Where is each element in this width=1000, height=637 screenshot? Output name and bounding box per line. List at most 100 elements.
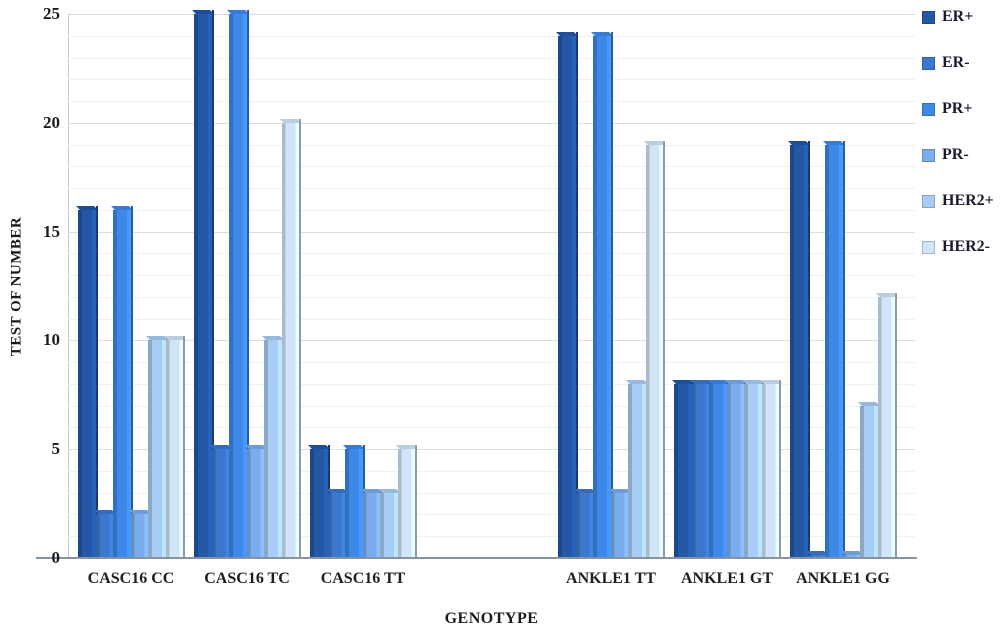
- bar-side-face: [779, 379, 781, 558]
- legend-swatch-icon: [922, 240, 935, 254]
- bar-top-face: [244, 445, 266, 450]
- minor-gridline: [68, 101, 915, 103]
- bar-HER2+-CASC16-TC: [262, 336, 284, 558]
- bar-side-face: [246, 10, 249, 558]
- minor-gridline: [68, 383, 915, 385]
- bar-top-face: [111, 205, 133, 210]
- bar-PR+-CASC16-TC: [227, 10, 249, 558]
- y-tick-label: 25: [43, 4, 60, 23]
- major-gridline: [68, 14, 915, 15]
- bar-ER--ANKLE1-GT: [689, 379, 711, 558]
- bar-PR--CASC16-CC: [128, 510, 150, 558]
- bar-HER2--CASC16-CC: [163, 336, 185, 558]
- plot-area: [68, 10, 915, 558]
- bar-ER--CASC16-TC: [209, 445, 231, 558]
- bar-ER--CASC16-CC: [93, 510, 115, 558]
- minor-gridline: [68, 318, 915, 320]
- bar-side-face: [415, 445, 417, 558]
- y-tick-label: 20: [43, 112, 60, 132]
- bar-top-face: [840, 551, 862, 555]
- bar-side-face: [663, 140, 665, 558]
- bar-PR+-ANKLE1-TT: [591, 31, 613, 558]
- minor-gridline: [68, 209, 915, 211]
- bar-ER--ANKLE1-TT: [573, 488, 595, 558]
- x-category-label: ANKLE1 GT: [680, 570, 773, 587]
- legend-label: ER-: [942, 54, 970, 71]
- legend-item-ER-: ER-: [922, 54, 994, 72]
- bar-top-face: [643, 140, 665, 145]
- bar-ER+-CASC16-TT: [308, 445, 330, 558]
- bar-top-face: [608, 488, 630, 493]
- minor-gridline: [68, 57, 915, 59]
- bar-HER2+-CASC16-CC: [146, 336, 168, 558]
- legend-item-PR-: PR-: [922, 146, 994, 164]
- bar-top-face: [759, 379, 781, 384]
- legend-swatch-icon: [922, 10, 935, 24]
- bar-ER+-ANKLE1-TT: [556, 31, 578, 558]
- legend-item-HER2-: HER2-: [922, 238, 994, 256]
- bar-top-face: [128, 510, 150, 515]
- bar-HER2--ANKLE1-GT: [759, 379, 781, 558]
- bar-ER--CASC16-TT: [325, 488, 347, 558]
- minor-gridline: [68, 405, 915, 407]
- bar-ER+-ANKLE1-GT: [672, 379, 694, 558]
- bar-side-face: [183, 336, 185, 558]
- bar-side-face: [807, 140, 810, 558]
- legend-item-PR+: PR+: [922, 100, 994, 118]
- x-category-label: CASC16 TC: [204, 570, 290, 587]
- bar-top-face: [343, 445, 365, 450]
- x-category-label: ANKLE1 TT: [566, 570, 656, 587]
- minor-gridline: [68, 536, 915, 538]
- bar-top-face: [823, 140, 845, 145]
- bar-top-face: [788, 140, 810, 145]
- bar-top-face: [573, 488, 595, 493]
- bar-side-face: [895, 292, 897, 558]
- minor-gridline: [68, 275, 915, 277]
- major-gridline: [68, 340, 915, 342]
- legend-label: ER+: [942, 8, 974, 25]
- legend-swatch-icon: [922, 102, 935, 116]
- bar-top-face: [227, 10, 249, 14]
- bar-top-face: [556, 31, 578, 36]
- y-tick-label: 10: [43, 330, 60, 350]
- bar-side-face: [130, 205, 133, 558]
- bar-top-face: [591, 31, 613, 36]
- bar-top-face: [325, 488, 347, 493]
- legend-label: PR-: [942, 146, 969, 163]
- bar-HER2--ANKLE1-TT: [643, 140, 665, 558]
- major-gridline: [68, 231, 915, 233]
- bar-top-face: [805, 551, 827, 555]
- bar-top-face: [279, 118, 301, 123]
- legend-swatch-icon: [922, 194, 935, 208]
- x-category-label: CASC16 TT: [320, 570, 406, 587]
- bar-side-face: [95, 205, 98, 558]
- bar-top-face: [93, 510, 115, 515]
- bar-top-face: [378, 488, 400, 493]
- bar-top-face: [192, 10, 214, 14]
- bar-PR+-CASC16-TT: [343, 445, 365, 558]
- bar-HER2+-ANKLE1-TT: [626, 379, 648, 558]
- bar-side-face: [610, 31, 613, 558]
- legend-label: HER2-: [942, 238, 990, 255]
- bar-PR+-ANKLE1-GG: [823, 140, 845, 558]
- bar-top-face: [626, 379, 648, 384]
- bar-PR--CASC16-TT: [360, 488, 382, 558]
- bar-top-face: [76, 205, 98, 210]
- bar-top-face: [163, 336, 185, 341]
- bar-top-face: [395, 445, 417, 450]
- bar-HER2--CASC16-TC: [279, 118, 301, 558]
- bar-ER+-CASC16-TC: [192, 10, 214, 558]
- y-tick-label: 5: [51, 439, 61, 459]
- bar-PR--ANKLE1-GT: [724, 379, 746, 558]
- minor-gridline: [68, 79, 915, 81]
- minor-gridline: [68, 470, 915, 472]
- minor-gridline: [68, 35, 915, 37]
- bar-HER2+-ANKLE1-GG: [858, 401, 880, 558]
- minor-gridline: [68, 144, 915, 146]
- major-gridline: [68, 122, 915, 124]
- bar-side-face: [299, 118, 301, 558]
- legend-item-HER2+: HER2+: [922, 192, 994, 210]
- x-axis-title: GENOTYPE: [444, 610, 539, 627]
- bar-HER2--ANKLE1-GG: [875, 292, 897, 558]
